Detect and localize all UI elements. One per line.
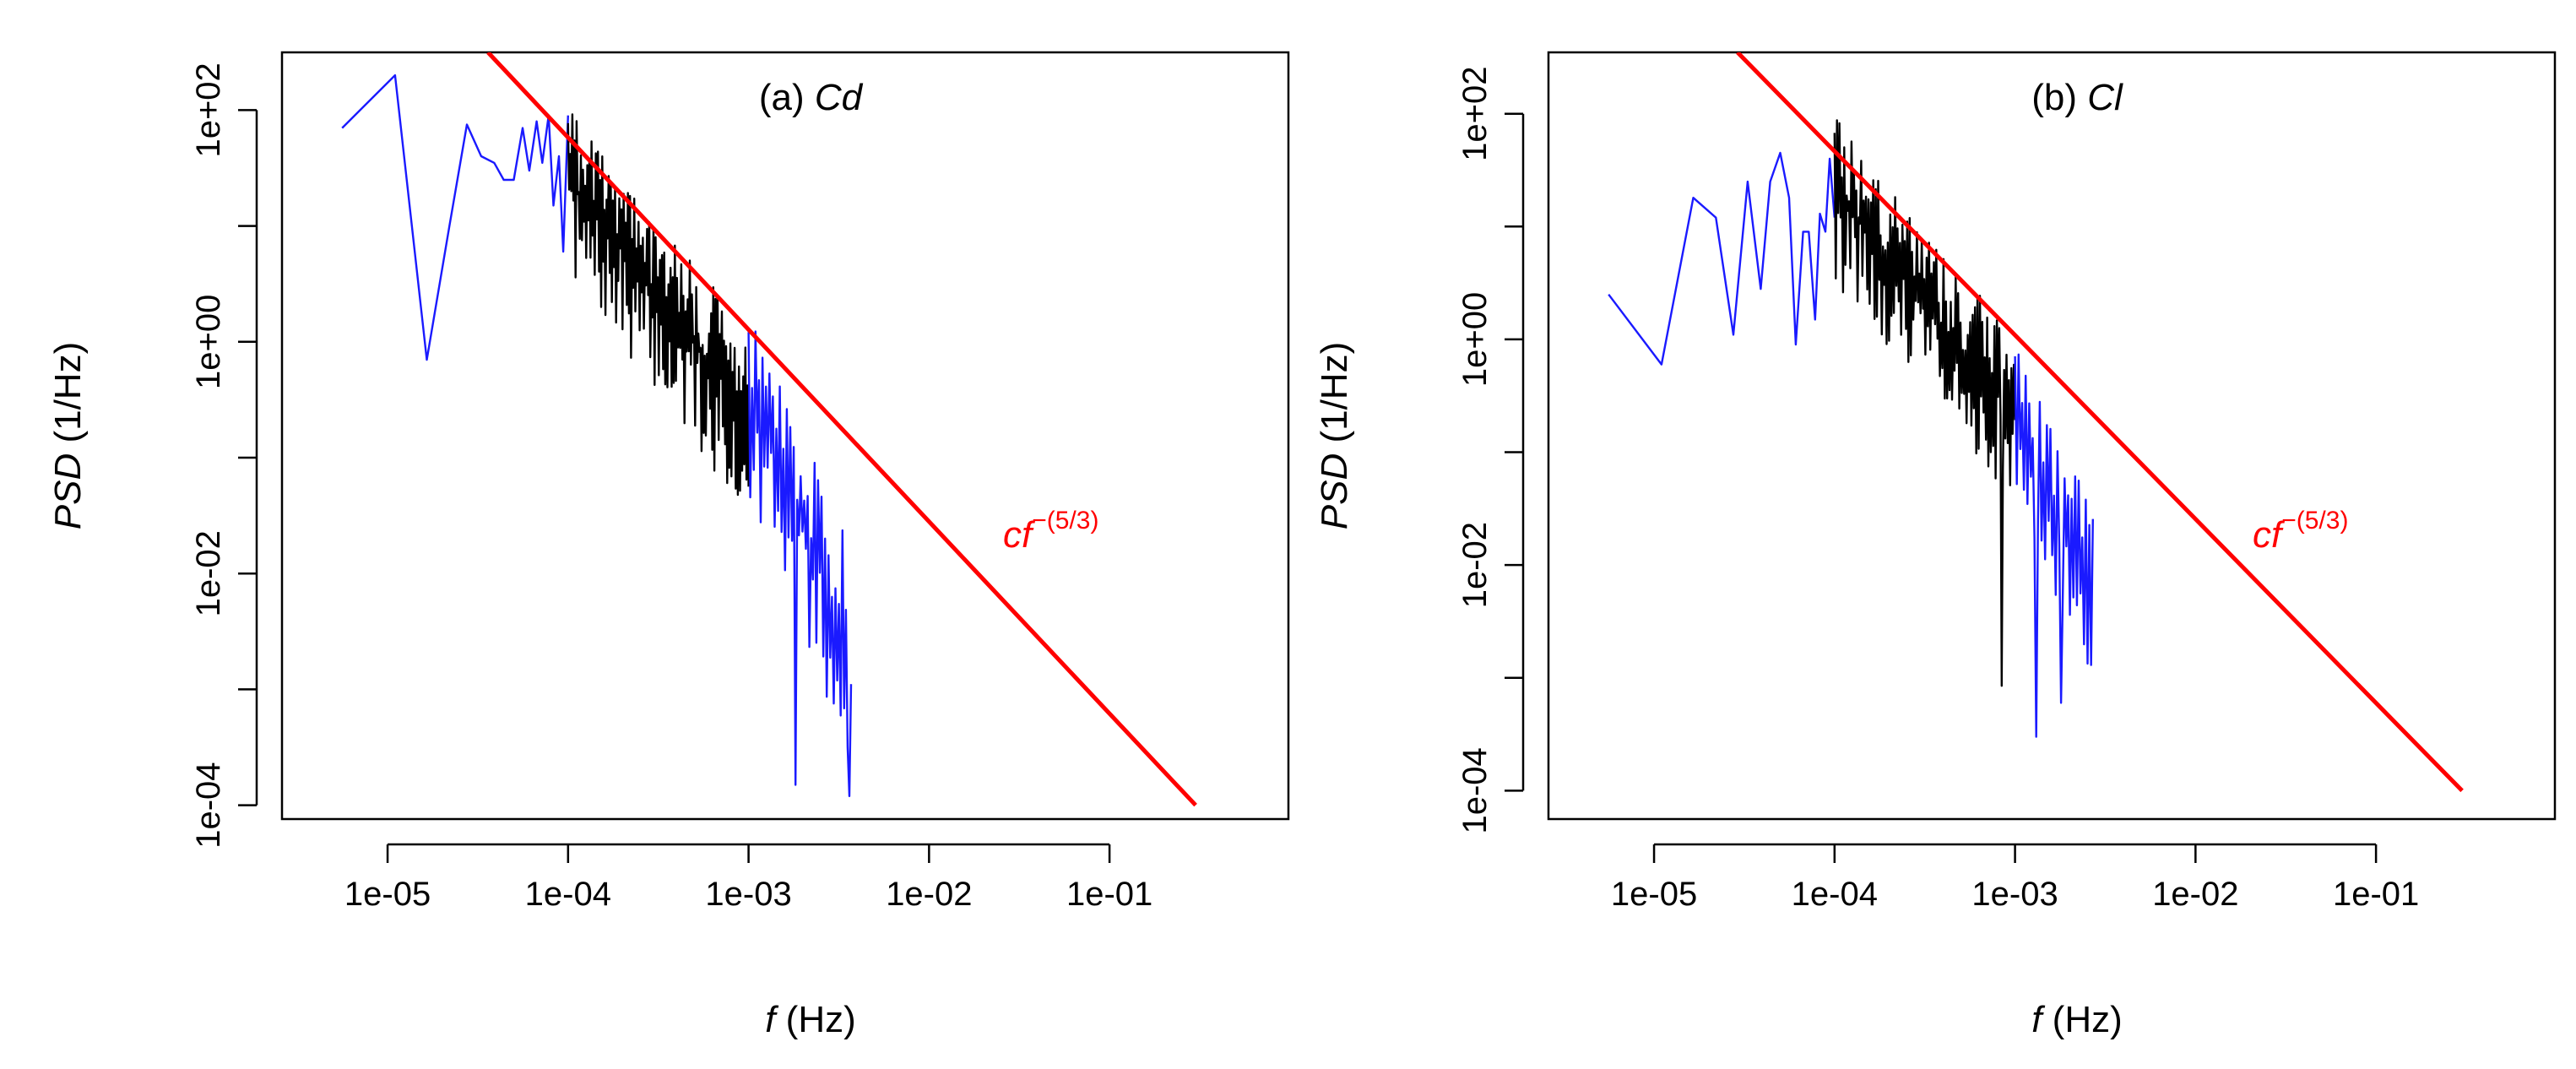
axis-ticks-a: 1e-05 1e-04 1e-03 1e-02 1e-01 1e-04 1e-02 1e+00… <box>190 62 1152 913</box>
plot-frame-b <box>1547 51 2557 821</box>
panel-a: (a) Cd f (Hz) PSD (1/Hz) cf−(5/3) 1e-05 1… <box>47 51 1290 1040</box>
x-tick-label: 1e-05 <box>344 876 431 913</box>
y-tick-label: 1e-04 <box>190 762 227 848</box>
x-tick-label: 1e-03 <box>705 876 791 913</box>
x-tick-label: 1e-01 <box>1066 876 1152 913</box>
y-tick-label: 1e-02 <box>190 530 227 616</box>
series-group-a <box>341 52 1197 807</box>
x-axis-label-b: f (Hz) <box>2031 999 2123 1040</box>
fit-label-a: cf−(5/3) <box>1003 507 1098 556</box>
panel-b: (b) Cl f (Hz) PSD (1/Hz) cf−(5/3) 1e-05 1… <box>1314 51 2557 1040</box>
psd-series-b-1 <box>1833 119 2016 687</box>
psd-series-a-2 <box>747 330 853 797</box>
psd-series-b-2 <box>2014 353 2094 738</box>
x-tick-label: 1e-03 <box>1971 876 2058 913</box>
x-axis-label-a: f (Hz) <box>765 999 856 1040</box>
fit-label-b: cf−(5/3) <box>2253 507 2348 556</box>
y-tick-label: 1e+02 <box>190 62 227 157</box>
y-tick-label: 1e-02 <box>1456 522 1494 608</box>
chart-title-a: (a) Cd <box>759 77 864 118</box>
y-tick-label: 1e+00 <box>190 295 227 389</box>
x-tick-label: 1e-02 <box>886 876 972 913</box>
x-tick-label: 1e-02 <box>2152 876 2238 913</box>
x-tick-label: 1e-05 <box>1611 876 1697 913</box>
y-axis-label-b: PSD (1/Hz) <box>1314 342 1355 529</box>
y-tick-label: 1e+02 <box>1456 67 1494 161</box>
y-axis-label-a: PSD (1/Hz) <box>47 342 89 529</box>
series-group-b <box>1608 52 2464 793</box>
fit-line-b <box>1736 52 2464 793</box>
y-tick-label: 1e+00 <box>1456 292 1494 387</box>
chart-title-b: (b) Cl <box>2031 77 2123 118</box>
psd-series-a-0 <box>341 73 569 361</box>
y-tick-label: 1e-04 <box>1456 747 1494 833</box>
plot-frame-a <box>280 51 1290 821</box>
axis-ticks-b: 1e-05 1e-04 1e-03 1e-02 1e-01 1e-04 1e-02 1e+00… <box>1456 67 2419 913</box>
x-tick-label: 1e-04 <box>1792 876 1878 913</box>
x-tick-label: 1e-01 <box>2333 876 2419 913</box>
fit-line-a <box>486 52 1197 807</box>
x-tick-label: 1e-04 <box>525 876 611 913</box>
psd-series-b-0 <box>1608 151 1836 366</box>
